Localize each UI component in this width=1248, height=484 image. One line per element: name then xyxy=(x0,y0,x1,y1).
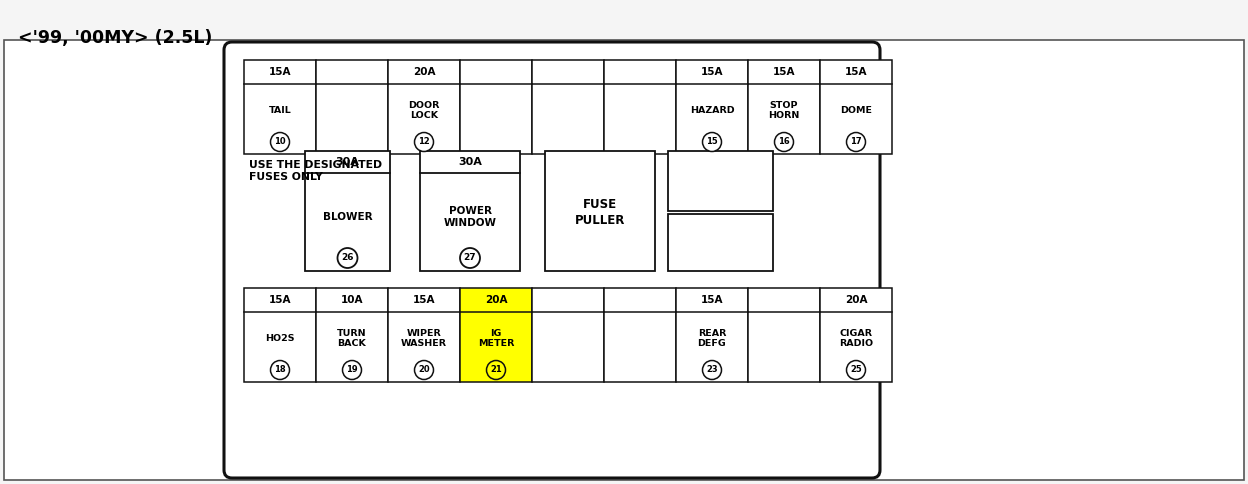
Bar xyxy=(604,60,676,154)
Circle shape xyxy=(342,361,362,379)
Bar xyxy=(676,288,748,382)
Text: 15: 15 xyxy=(706,137,718,147)
Text: 10A: 10A xyxy=(341,295,363,305)
Text: 15A: 15A xyxy=(268,295,291,305)
Text: USE THE DESIGNATED
FUSES ONLY: USE THE DESIGNATED FUSES ONLY xyxy=(250,160,382,182)
Text: POWER
WINDOW: POWER WINDOW xyxy=(443,206,497,228)
Text: 20: 20 xyxy=(418,365,429,375)
Text: STOP
HORN: STOP HORN xyxy=(769,101,800,121)
Text: <'99, '00MY> (2.5L): <'99, '00MY> (2.5L) xyxy=(17,29,212,47)
Circle shape xyxy=(487,361,505,379)
Text: 12: 12 xyxy=(418,137,429,147)
Bar xyxy=(316,288,388,382)
Text: 30A: 30A xyxy=(336,157,359,167)
Text: DOOR
LOCK: DOOR LOCK xyxy=(408,101,439,121)
Text: FUSE: FUSE xyxy=(583,198,617,212)
Bar xyxy=(305,151,389,271)
Bar xyxy=(604,288,676,382)
Bar xyxy=(545,151,655,271)
Bar xyxy=(245,60,316,154)
Circle shape xyxy=(703,361,721,379)
Text: TAIL: TAIL xyxy=(268,106,291,115)
Text: DOME: DOME xyxy=(840,106,872,115)
Text: 20A: 20A xyxy=(413,67,436,77)
Text: PULLER: PULLER xyxy=(575,213,625,227)
Text: REAR
DEFG: REAR DEFG xyxy=(698,329,726,348)
Bar xyxy=(820,288,892,382)
Circle shape xyxy=(846,133,866,151)
Text: HO2S: HO2S xyxy=(266,334,295,343)
Text: 15A: 15A xyxy=(845,67,867,77)
Text: 25: 25 xyxy=(850,365,862,375)
Text: CIGAR
RADIO: CIGAR RADIO xyxy=(839,329,874,348)
Bar xyxy=(532,60,604,154)
Text: WIPER
WASHER: WIPER WASHER xyxy=(401,329,447,348)
Bar xyxy=(532,288,604,382)
Text: 18: 18 xyxy=(275,365,286,375)
Text: 16: 16 xyxy=(778,137,790,147)
Text: IG
METER: IG METER xyxy=(478,329,514,348)
Bar xyxy=(668,151,773,211)
Bar xyxy=(748,288,820,382)
Bar xyxy=(820,60,892,154)
Text: 15A: 15A xyxy=(413,295,436,305)
Bar xyxy=(461,60,532,154)
Bar xyxy=(388,288,461,382)
FancyBboxPatch shape xyxy=(223,42,880,478)
Text: 10: 10 xyxy=(275,137,286,147)
Bar xyxy=(388,60,461,154)
Circle shape xyxy=(775,133,794,151)
Bar xyxy=(245,288,316,382)
Text: HAZARD: HAZARD xyxy=(690,106,734,115)
Text: 27: 27 xyxy=(464,254,477,262)
Text: 15A: 15A xyxy=(773,67,795,77)
Text: 30A: 30A xyxy=(458,157,482,167)
Bar xyxy=(668,214,773,271)
Bar xyxy=(748,60,820,154)
Text: 26: 26 xyxy=(341,254,353,262)
Circle shape xyxy=(703,133,721,151)
Text: 15A: 15A xyxy=(700,67,724,77)
Bar xyxy=(316,60,388,154)
Circle shape xyxy=(271,361,290,379)
Bar xyxy=(421,151,520,271)
Bar xyxy=(461,288,532,382)
Text: 15A: 15A xyxy=(268,67,291,77)
Circle shape xyxy=(271,133,290,151)
Text: 15A: 15A xyxy=(700,295,724,305)
Circle shape xyxy=(414,361,433,379)
Text: 20A: 20A xyxy=(845,295,867,305)
Circle shape xyxy=(337,248,357,268)
Text: 23: 23 xyxy=(706,365,718,375)
Text: 20A: 20A xyxy=(484,295,507,305)
Text: BLOWER: BLOWER xyxy=(323,212,372,222)
Text: TURN
BACK: TURN BACK xyxy=(337,329,367,348)
Text: 19: 19 xyxy=(346,365,358,375)
Text: 17: 17 xyxy=(850,137,862,147)
Bar xyxy=(676,60,748,154)
Circle shape xyxy=(461,248,480,268)
Circle shape xyxy=(846,361,866,379)
Circle shape xyxy=(414,133,433,151)
Text: 21: 21 xyxy=(490,365,502,375)
